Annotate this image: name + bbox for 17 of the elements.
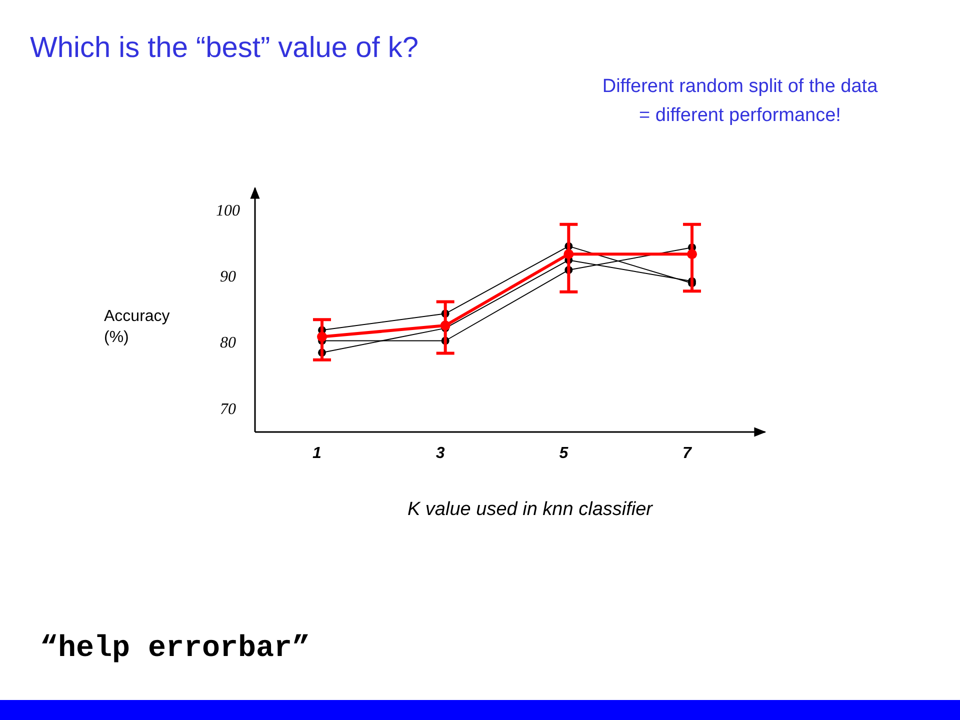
chart-title: Which is the “best” value of k?: [30, 32, 418, 64]
y-axis-title: Accuracy (%): [104, 308, 170, 346]
y-tick-label: 70: [220, 400, 236, 418]
x-tick-label: 3: [436, 445, 445, 462]
point: [564, 249, 574, 260]
x-tick-label: 7: [682, 445, 693, 462]
point: [317, 332, 327, 342]
x-tick-label: 1: [312, 445, 322, 462]
point: [687, 249, 697, 260]
x-tick-label: 5: [559, 445, 570, 462]
point: [440, 320, 450, 331]
text: “help errorbar”: [40, 632, 310, 666]
x-axis-title: K value used in knn classifier: [407, 499, 654, 520]
y-tick-label: 90: [220, 268, 236, 286]
y-tick-label: 100: [216, 202, 240, 220]
text: Different random split of the data = different performance!: [602, 76, 878, 126]
y-tick-label: 80: [220, 334, 236, 352]
